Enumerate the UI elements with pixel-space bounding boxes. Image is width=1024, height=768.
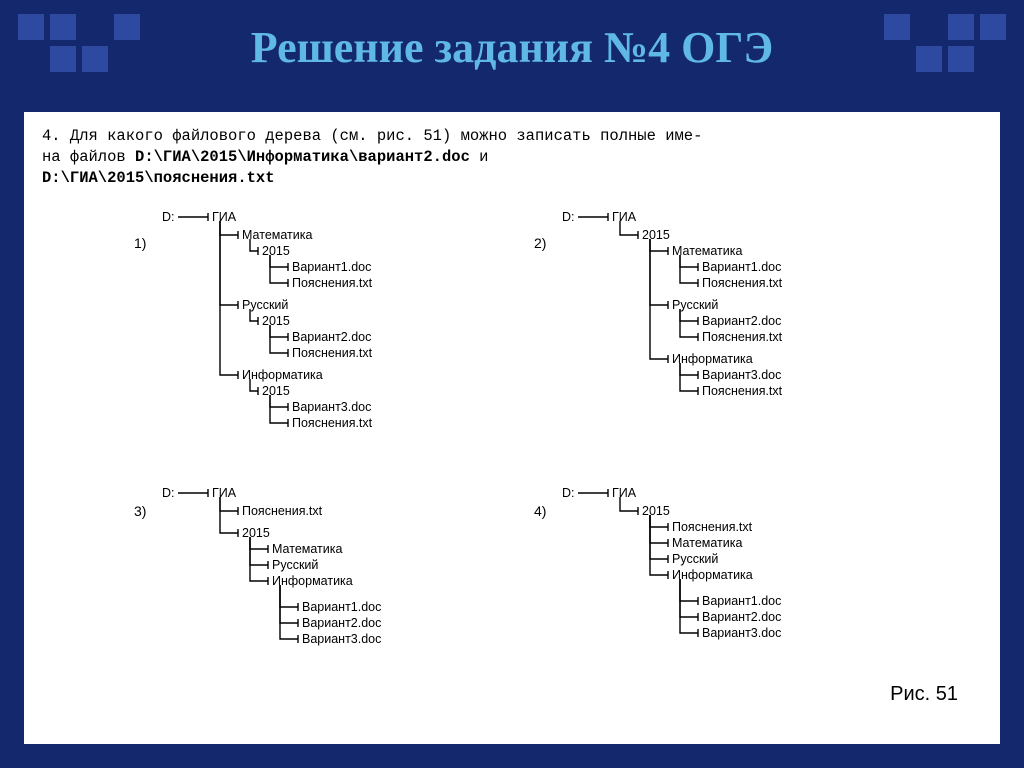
tree-option-3: D: ГИА Пояснения.txt 2015Математика Русский И… xyxy=(162,483,482,663)
tree-node: Пояснения.txt xyxy=(672,520,753,534)
tree-node: Вариант1.doc xyxy=(302,600,381,614)
question-text: 4. Для какого файлового дерева (см. рис.… xyxy=(42,126,982,189)
tree-node: D: xyxy=(562,210,575,224)
tree-node: Пояснения.txt xyxy=(702,276,783,290)
tree-node: Информатика xyxy=(242,368,323,382)
tree-node: Информатика xyxy=(672,568,753,582)
tree-node: Вариант1.doc xyxy=(702,594,781,608)
tree-node: Пояснения.txt xyxy=(292,276,373,290)
tree-node: Математика xyxy=(672,536,742,550)
tree-node: ГИА xyxy=(612,210,637,224)
tree-node: Пояснения.txt xyxy=(702,330,783,344)
tree-node: Пояснения.txt xyxy=(292,416,373,430)
question-path-1: D:\ГИА\2015\Информатика\вариант2.doc xyxy=(135,148,470,166)
tree-node: 2015 xyxy=(262,384,290,398)
tree-node: Вариант1.doc xyxy=(702,260,781,274)
tree-node: Вариант2.doc xyxy=(302,616,381,630)
tree-node: Русский xyxy=(242,298,288,312)
tree-node: Математика xyxy=(242,228,312,242)
tree-node: Вариант2.doc xyxy=(292,330,371,344)
figure-label: Рис. 51 xyxy=(890,683,958,706)
question-path-2: D:\ГИА\2015\пояснения.txt xyxy=(42,169,275,187)
tree-node: Русский xyxy=(272,558,318,572)
content-panel: 4. Для какого файлового дерева (см. рис.… xyxy=(22,110,1002,746)
tree-node: Вариант3.doc xyxy=(702,368,781,382)
tree-node: ГИА xyxy=(212,486,237,500)
tree-node: D: xyxy=(562,486,575,500)
tree-node: Информатика xyxy=(272,574,353,588)
tree-node: Русский xyxy=(672,552,718,566)
tree-node: 2015 xyxy=(262,244,290,258)
tree-option-1: D:ГИАМатематика2015Вариант1.docПояснения… xyxy=(162,207,482,437)
tree-option-2: D: ГИА 2015Математика Вариант1.doc Пояснения… xyxy=(562,207,882,437)
tree-node: Вариант3.doc xyxy=(302,632,381,646)
tree-node: Пояснения.txt xyxy=(702,384,783,398)
tree-node: ГИА xyxy=(612,486,637,500)
tree-node: Математика xyxy=(672,244,742,258)
tree-node: 2015 xyxy=(242,526,270,540)
tree-diagrams: 1)2)3)4)D:ГИАМатематика2015Вариант1.docП… xyxy=(42,207,982,667)
tree-node: Русский xyxy=(672,298,718,312)
tree-node: Вариант3.doc xyxy=(702,626,781,640)
tree-node: Вариант1.doc xyxy=(292,260,371,274)
tree-node: Вариант3.doc xyxy=(292,400,371,414)
slide-title: Решение задания №4 ОГЭ xyxy=(0,22,1024,73)
option-number-4: 4) xyxy=(534,503,546,519)
tree-node: D: xyxy=(162,486,175,500)
option-number-1: 1) xyxy=(134,235,146,251)
tree-node: 2015 xyxy=(642,504,670,518)
tree-node: D: xyxy=(162,210,175,224)
tree-node: Пояснения.txt xyxy=(242,504,323,518)
option-number-3: 3) xyxy=(134,503,146,519)
tree-node: Вариант2.doc xyxy=(702,610,781,624)
tree-node: ГИА xyxy=(212,210,237,224)
option-number-2: 2) xyxy=(534,235,546,251)
tree-node: 2015 xyxy=(642,228,670,242)
tree-node: 2015 xyxy=(262,314,290,328)
tree-node: Информатика xyxy=(672,352,753,366)
tree-node: Математика xyxy=(272,542,342,556)
tree-node: Вариант2.doc xyxy=(702,314,781,328)
tree-option-4: D: ГИА 2015Пояснения.txt Математика Русский И… xyxy=(562,483,882,663)
tree-node: Пояснения.txt xyxy=(292,346,373,360)
question-mid: и xyxy=(470,148,489,166)
